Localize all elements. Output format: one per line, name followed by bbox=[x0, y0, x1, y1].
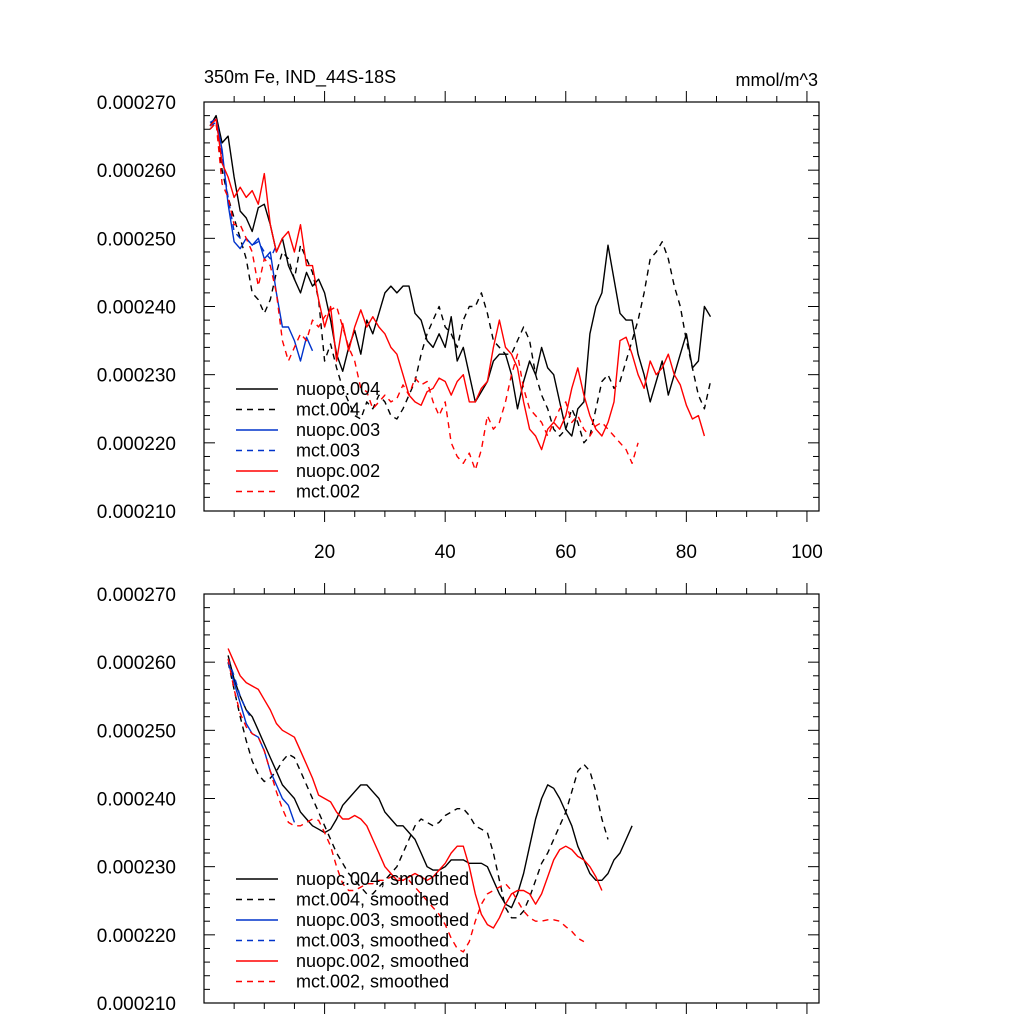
top-series-nuopc-004 bbox=[209, 114, 712, 437]
bottom-ytick-label: 0.000260 bbox=[97, 653, 176, 674]
top-series-nuopc-002 bbox=[209, 118, 706, 451]
top-legend-label: mct.002 bbox=[296, 482, 360, 502]
bottom-ytick-label: 0.000220 bbox=[97, 926, 176, 947]
top-xtick-label: 40 bbox=[435, 542, 456, 563]
bottom-ytick-label: 0.000240 bbox=[97, 790, 176, 811]
top-legend-label: mct.003 bbox=[296, 441, 360, 461]
top-xtick-label: 60 bbox=[555, 542, 576, 563]
top-legend-label: nuopc.003 bbox=[296, 420, 380, 440]
bottom-panel: 0.000210 0.000220 0.000230 0.000240 0.000250… bbox=[97, 583, 820, 1015]
top-ytick-label: 0.000240 bbox=[97, 298, 176, 319]
top-plot-frame bbox=[203, 101, 820, 512]
top-panel: 350m Fe, IND_44S-18S mmol/m^3 0.000210 0.… bbox=[97, 67, 823, 563]
top-xtick-label: 80 bbox=[676, 542, 697, 563]
bottom-legend-label: nuopc.002, smoothed bbox=[296, 951, 469, 971]
bottom-ytick-label: 0.000230 bbox=[97, 858, 176, 879]
top-series-mct-002 bbox=[209, 121, 639, 471]
top-ytick-label: 0.000250 bbox=[97, 229, 176, 250]
bottom-legend-label: mct.004, smoothed bbox=[296, 890, 449, 910]
bottom-plot-frame bbox=[203, 593, 820, 1004]
bottom-ytick-label: 0.000250 bbox=[97, 721, 176, 742]
top-legend-label: nuopc.002 bbox=[296, 461, 380, 481]
top-series-mct-004 bbox=[209, 121, 712, 444]
top-xtick-label: 20 bbox=[314, 542, 335, 563]
bottom-ytick-label: 0.000210 bbox=[97, 994, 176, 1015]
top-ytick-label: 0.000220 bbox=[97, 434, 176, 455]
bottom-series-nuopc-003-smoothed bbox=[227, 662, 296, 823]
top-ytick-label: 0.000210 bbox=[97, 502, 176, 523]
bottom-series-mct-004-smoothed bbox=[227, 662, 609, 919]
top-chart-title: 350m Fe, IND_44S-18S bbox=[204, 67, 396, 88]
top-xtick-label: 100 bbox=[791, 542, 823, 563]
bottom-series-nuopc-002-smoothed bbox=[227, 648, 603, 929]
bottom-legend-label: mct.002, smoothed bbox=[296, 972, 449, 992]
bottom-series-nuopc-004-smoothed bbox=[227, 655, 633, 909]
bottom-series-mct-003-smoothed bbox=[227, 658, 253, 721]
top-ytick-label: 0.000260 bbox=[97, 161, 176, 182]
bottom-series-mct-002-smoothed bbox=[227, 658, 585, 953]
bottom-legend-label: nuopc.004, smoothed bbox=[296, 869, 469, 889]
top-legend-label: nuopc.004 bbox=[296, 379, 380, 399]
top-chart-units: mmol/m^3 bbox=[736, 70, 818, 90]
bottom-legend-label: mct.003, smoothed bbox=[296, 931, 449, 951]
bottom-ytick-label: 0.000270 bbox=[97, 585, 176, 606]
top-legend-label: mct.004 bbox=[296, 400, 360, 420]
top-ytick-label: 0.000230 bbox=[97, 366, 176, 387]
bottom-legend-label: nuopc.003, smoothed bbox=[296, 910, 469, 930]
top-ytick-label: 0.000270 bbox=[97, 93, 176, 114]
